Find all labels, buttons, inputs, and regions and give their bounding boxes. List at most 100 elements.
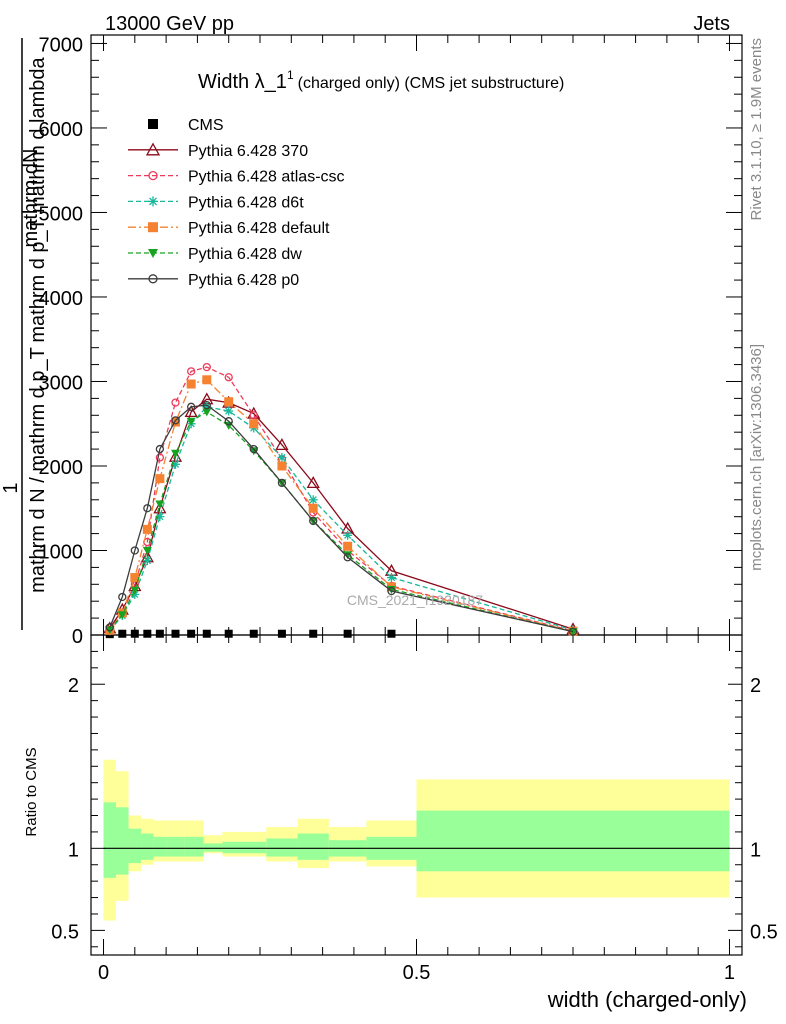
data-point <box>249 411 258 420</box>
main-y-tick-label: 1000 <box>39 541 84 563</box>
header-left: 13000 GeV pp <box>105 13 234 35</box>
data-point <box>308 495 318 505</box>
band-inner-bin <box>203 843 223 852</box>
ratio-y-tick-label: 0.5 <box>51 921 79 943</box>
data-point <box>277 478 287 488</box>
band-inner-bin <box>116 807 129 875</box>
main-y-tick-label: 0 <box>72 626 83 648</box>
asterisk-stroke <box>309 496 317 504</box>
series-6 <box>105 400 578 636</box>
data-point <box>155 629 164 638</box>
data-point <box>343 551 353 560</box>
data-point <box>184 405 198 418</box>
data-point <box>249 419 259 429</box>
main-panel: 0 1000 2000 3000 4000 5000 6000 7000 <box>39 34 743 648</box>
data-point <box>145 142 161 156</box>
ratio-panel: 0.5 0.5 1 1 2 2 0 0.5 1 <box>51 35 778 984</box>
data-point <box>155 444 165 454</box>
band-inner-bin <box>153 836 167 857</box>
main-y-axis-label: mathrm dN mathrm d p_T mathrm d lambda 1… <box>0 38 49 630</box>
asterisk-stroke <box>387 573 396 582</box>
legend-item: Pythia 6.428 370 <box>128 142 308 160</box>
ratio-y-tick-label-right: 2 <box>750 675 761 697</box>
data-point <box>118 629 127 638</box>
data-point <box>171 629 180 638</box>
legend-item: Pythia 6.428 d6t <box>128 194 304 211</box>
series-line <box>109 404 574 633</box>
data-point <box>143 504 152 513</box>
main-y-tick-label: 5000 <box>39 203 84 225</box>
data-point <box>155 453 165 462</box>
data-point <box>343 541 353 551</box>
data-point <box>275 438 289 451</box>
legend-item: CMS <box>148 117 224 134</box>
data-point <box>187 367 196 376</box>
series-line <box>109 366 574 632</box>
series-5 <box>105 408 578 637</box>
data-point <box>202 408 212 417</box>
band-inner-bin <box>141 833 154 860</box>
main-y-tick-label: 7000 <box>39 34 84 56</box>
data-point <box>306 476 320 489</box>
data-point <box>343 530 353 540</box>
legend-item: Pythia 6.428 p0 <box>128 272 299 289</box>
data-point <box>143 537 152 547</box>
data-point <box>202 400 211 410</box>
data-point <box>105 623 114 632</box>
data-point <box>249 629 258 638</box>
data-point <box>568 628 578 637</box>
data-point <box>387 629 396 638</box>
plot-title: Width λ_11 (charged only) (CMS jet substr… <box>198 68 564 93</box>
ylabel-num-rest: mathrm dN <box>20 149 42 248</box>
title-sup: 1 <box>287 68 294 82</box>
asterisk-stroke <box>143 557 151 565</box>
data-point <box>148 249 158 258</box>
data-point <box>277 453 287 463</box>
header-right: Jets <box>693 13 730 35</box>
series-1 <box>103 392 580 635</box>
legend-label: Pythia 6.428 default <box>188 220 330 237</box>
data-point <box>171 449 181 458</box>
band-inner-bin <box>222 841 248 854</box>
side-label-top: Rivet 3.1.10, ≥ 1.9M events <box>748 38 765 221</box>
data-point <box>386 573 396 583</box>
data-point <box>202 375 212 385</box>
band-inner-bin <box>416 810 730 872</box>
title-main: Width λ_1 <box>198 71 287 93</box>
data-point <box>249 444 258 454</box>
series-3 <box>105 402 578 636</box>
legend-label: Pythia 6.428 370 <box>188 143 308 160</box>
asterisk-stroke <box>149 197 157 206</box>
data-point <box>155 474 165 484</box>
ratio-y-tick-label: 2 <box>68 675 79 697</box>
band-inner-bin <box>128 828 142 864</box>
x-tick-label: 0 <box>98 962 109 984</box>
data-point <box>249 447 259 456</box>
asterisk-stroke <box>344 531 352 539</box>
main-y-tick-label: 4000 <box>39 288 84 310</box>
ylabel-num-one: 1 <box>0 482 22 493</box>
data-point <box>224 373 233 382</box>
data-point <box>130 629 139 638</box>
ratio-y-axis-label: Ratio to CMS <box>23 747 40 836</box>
data-point <box>148 170 158 181</box>
data-point <box>130 546 139 555</box>
data-point <box>202 362 211 372</box>
data-point <box>148 196 158 207</box>
data-point <box>224 417 233 426</box>
ratio-y-tick-label-right: 1 <box>750 839 761 861</box>
ratio-y-tick-label: 1 <box>68 839 79 861</box>
band-inner-bin <box>266 838 298 857</box>
watermark: CMS_2021_I1920187 <box>347 592 483 608</box>
data-point <box>117 611 127 620</box>
main-y-tick-label: 3000 <box>39 372 84 394</box>
data-point <box>343 553 352 562</box>
data-point <box>308 503 318 513</box>
data-point <box>309 516 318 526</box>
data-point <box>277 629 286 638</box>
data-point <box>224 406 234 416</box>
x-tick-label: 1 <box>724 962 735 984</box>
data-point <box>143 629 152 638</box>
series-line <box>109 398 574 630</box>
asterisk-stroke <box>225 407 233 415</box>
